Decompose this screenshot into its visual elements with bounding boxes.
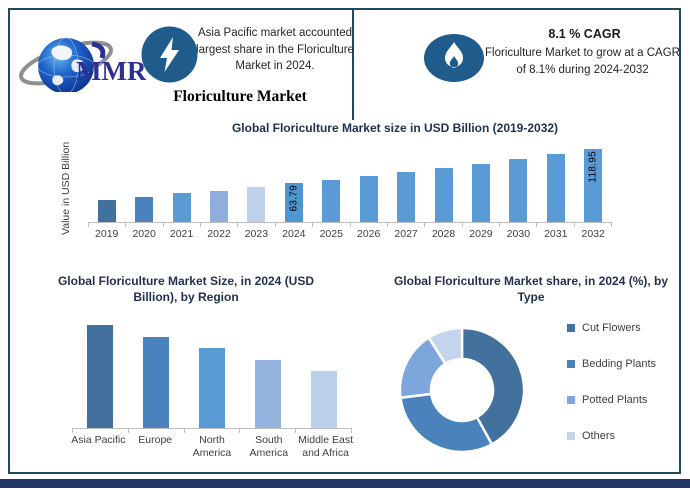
bar-2031 (546, 154, 565, 222)
bar-slot-Middle East and Africa (296, 303, 352, 428)
bar-2030 (509, 159, 528, 222)
bar-slot-South America (240, 303, 296, 428)
x-axis-label-2025: 2025 (319, 228, 343, 240)
legend-item-cut-flowers: Cut Flowers (567, 321, 656, 334)
bar-slot-2024: 63.79 (275, 142, 312, 222)
bar-slot-2032: 118.95 (574, 142, 611, 222)
legend-label: Cut Flowers (582, 321, 641, 334)
bar-North America (199, 348, 225, 428)
bar-2021 (172, 193, 191, 222)
bar-slot-Europe (128, 303, 184, 428)
x-axis-label-2029: 2029 (469, 228, 493, 240)
bar-2019 (97, 200, 116, 222)
x-axis-label-2019: 2019 (95, 228, 119, 240)
x-axis-label-2027: 2027 (394, 228, 418, 240)
cagr-headline: 8.1 % CAGR (548, 27, 621, 41)
x-axis-label-Middle East and Africa: Middle East and Africa (298, 434, 354, 459)
bar-slot-2023 (238, 142, 275, 222)
legend-swatch (567, 359, 575, 368)
bar-slot-2022 (200, 142, 237, 222)
x-axis-label-2026: 2026 (356, 228, 381, 240)
mmr-globe-logo: MMR (19, 37, 146, 92)
legend-item-potted-plants: Potted Plants (567, 393, 656, 406)
market-highlight-text: Asia Pacific market accounted largest sh… (196, 27, 354, 73)
x-axis-label-2028: 2028 (431, 228, 456, 240)
main-chart-x-labels: 2019 2020 2021 2022 2023 2024 2025 2026 2027 2028… (88, 228, 612, 241)
x-axis-label-2022: 2022 (207, 228, 231, 240)
bar-Middle East and Africa (311, 371, 337, 428)
bar-2024: 63.79 (284, 182, 303, 222)
x-axis-label-Asia Pacific: Asia Pacific (71, 434, 126, 446)
main-chart-y-axis-label: Value in USD Billion (60, 141, 72, 235)
region-chart-title: Global Floriculture Market Size, in 2024… (57, 274, 315, 304)
legend-label: Potted Plants (582, 393, 648, 406)
bar-slot-2031 (537, 142, 574, 222)
bar-slot-2028 (425, 142, 462, 222)
x-axis-label-2030: 2030 (506, 228, 531, 240)
bar-slot-2030 (500, 142, 537, 222)
logo-wordmark: MMR (76, 56, 146, 86)
bar-slot-2021 (163, 142, 200, 222)
x-axis-label-2024: 2024 (282, 228, 306, 240)
main-chart-title: Global Floriculture Market size in USD B… (231, 121, 559, 135)
bar-2022 (209, 190, 228, 222)
bar-Asia Pacific (87, 324, 113, 428)
bar-slot-2026 (350, 142, 387, 222)
legend-swatch (567, 431, 575, 440)
bar-slot-Asia Pacific (72, 303, 128, 428)
x-axis-label-2023: 2023 (244, 228, 269, 240)
legend-item-others: Others (567, 429, 656, 442)
legend-swatch (567, 395, 575, 404)
bar-2020 (135, 197, 154, 222)
donut-chart-title: Global Floriculture Market share, in 202… (393, 274, 669, 304)
header-vertical-divider (352, 8, 354, 120)
x-axis-label-Europe: Europe (138, 434, 173, 446)
bar-Europe (143, 336, 169, 428)
bar-2028 (434, 168, 453, 222)
flame-icon (424, 34, 484, 82)
bar-slot-North America (184, 303, 240, 428)
main-chart-axis-ticks (88, 223, 613, 227)
legend-item-bedding-plants: Bedding Plants (567, 357, 656, 370)
donut-segment-cut-flowers (460, 326, 526, 446)
bar-slot-2025 (313, 142, 350, 222)
x-axis-label-2021: 2021 (169, 228, 194, 240)
main-bar-chart: 63.79 118.95 (88, 142, 612, 223)
type-share-donut-chart (398, 326, 526, 454)
bottom-accent-bar (0, 479, 690, 488)
region-chart-axis-ticks (72, 429, 352, 433)
bar-2032: 118.95 (584, 148, 603, 222)
bar-value-label: 63.79 (288, 184, 300, 212)
bar-slot-2020 (125, 142, 162, 222)
x-axis-label-North America: North America (192, 434, 232, 459)
bar-South America (255, 359, 281, 428)
x-axis-label-2032: 2032 (581, 228, 605, 240)
region-bar-chart (72, 303, 352, 429)
bar-slot-2027 (387, 142, 424, 222)
bar-2029 (471, 164, 490, 222)
donut-segment-others (427, 326, 464, 366)
x-axis-label-2020: 2020 (132, 228, 156, 240)
bar-2025 (322, 179, 341, 222)
bar-2026 (359, 176, 378, 222)
donut-segment-bedding-plants (399, 392, 494, 454)
x-axis-label-2031: 2031 (544, 228, 568, 240)
bar-value-label: 118.95 (587, 150, 599, 183)
legend-swatch (567, 323, 575, 332)
region-chart-x-labels: Asia Pacific Europe North America South Ame… (70, 434, 354, 459)
legend-label: Others (582, 429, 616, 442)
bar-slot-2029 (462, 142, 499, 222)
bar-slot-2019 (88, 142, 125, 222)
lightning-icon (141, 26, 198, 83)
cagr-description: Floriculture Market to grow at a CAGR of… (485, 47, 680, 76)
report-title: Floriculture Market (173, 88, 307, 105)
bar-2023 (247, 186, 266, 222)
x-axis-label-South America: South America (249, 434, 289, 459)
donut-legend: Cut Flowers Bedding Plants Potted Plants Ot… (567, 322, 656, 466)
legend-label: Bedding Plants (582, 357, 656, 370)
bar-2027 (397, 172, 416, 222)
